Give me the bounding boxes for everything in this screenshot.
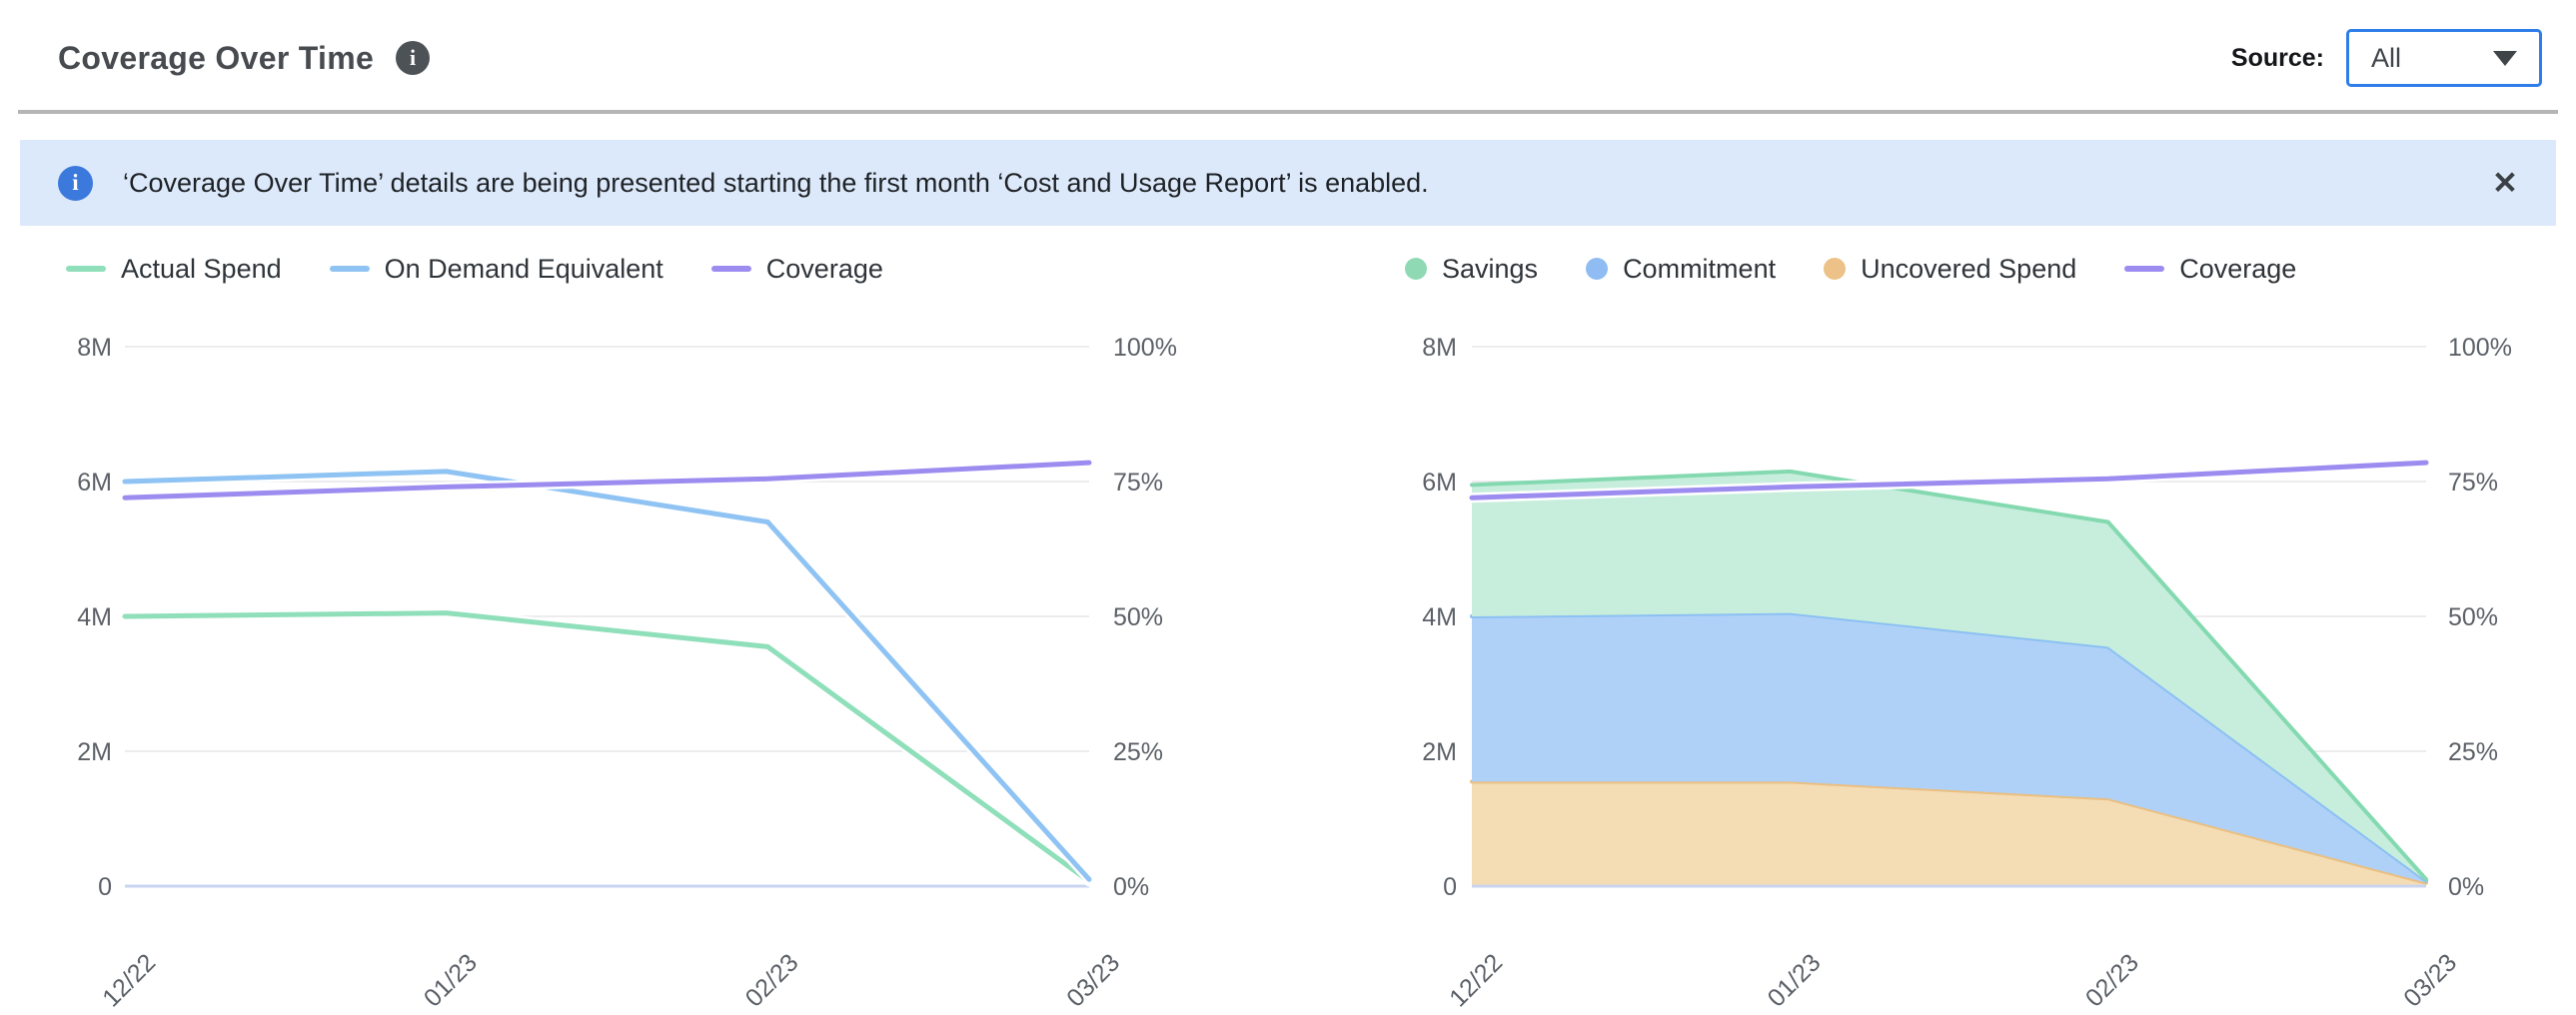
line-chart-legend: Actual Spend On Demand Equivalent Coverage (66, 246, 1369, 292)
y-axis-tick-label: 0 (98, 873, 112, 901)
x-axis-tick-label: 01/23 (419, 948, 483, 1007)
series-line-on-demand-equivalent (122, 469, 1092, 882)
area-top-edge (1470, 469, 2428, 882)
page-title: Coverage Over Time (58, 39, 375, 76)
x-axis-tick-label: 03/23 (1061, 948, 1125, 1007)
series-line-coverage (122, 460, 1092, 501)
legend-swatch-icon (1405, 258, 1427, 280)
banner-info-icon: i (58, 165, 93, 201)
legend-item-on-demand-equivalent[interactable]: On Demand Equivalent (329, 253, 663, 285)
pct-axis-tick-label: 25% (2448, 738, 2498, 766)
charts-row: Actual Spend On Demand Equivalent Coverage… (0, 246, 2576, 1007)
legend-label: Actual Spend (121, 253, 282, 284)
pct-axis-tick-label: 0% (1113, 873, 1149, 901)
line-chart-canvas[interactable]: 8M 100% 6M 75% 4M 50% 2M 25% 0 0% 12/22 01/23 02/23 0… (30, 292, 1369, 1007)
pct-axis-tick-label: 50% (1113, 603, 1163, 631)
legend-label: Savings (1442, 253, 1539, 284)
header-title-group: Coverage Over Time i (58, 39, 431, 77)
legend-item-coverage[interactable]: Coverage (710, 253, 883, 285)
x-axis-tick-label: 12/22 (97, 948, 161, 1007)
legend-swatch-icon (1824, 258, 1847, 280)
pct-axis-tick-label: 50% (2448, 603, 2498, 631)
area-band-savings (1472, 471, 2426, 881)
y-axis-tick-label: 8M (1422, 334, 1457, 362)
area-band-commitment (1472, 612, 2426, 883)
x-axis-tick-label: 02/23 (2080, 948, 2144, 1007)
pct-axis-tick-label: 100% (1113, 334, 1177, 362)
series-line-coverage (1469, 460, 2429, 501)
legend-item-uncovered-spend[interactable]: Uncovered Spend (1824, 254, 2076, 285)
legend-label: Coverage (2179, 253, 2297, 284)
legend-swatch-icon (66, 266, 106, 272)
header-divider (18, 110, 2558, 114)
legend-label: Uncovered Spend (1861, 253, 2077, 284)
area-chart-canvas[interactable]: 8M 100% 6M 75% 4M 50% 2M 25% 0 0% 12/22 01/23 02/23 0… (1399, 292, 2576, 1007)
x-axis-tick-label: 12/22 (1444, 948, 1508, 1007)
source-control-group: Source: All (2231, 29, 2546, 87)
source-label: Source: (2230, 43, 2324, 72)
y-axis-tick-label: 2M (77, 738, 112, 766)
legend-label: On Demand Equivalent (384, 253, 663, 284)
legend-label: Coverage (765, 253, 883, 284)
y-axis-tick-label: 6M (1422, 469, 1457, 497)
legend-item-coverage[interactable]: Coverage (2124, 254, 2296, 285)
line-chart-block: Actual Spend On Demand Equivalent Coverage… (30, 246, 1369, 1007)
pct-axis-tick-label: 75% (1113, 469, 1163, 497)
x-axis-tick-label: 03/23 (2398, 948, 2462, 1007)
area-chart-legend: Savings Commitment Uncovered Spend Coverage (1405, 246, 2576, 292)
chevron-down-icon (2493, 50, 2517, 66)
legend-item-commitment[interactable]: Commitment (1586, 254, 1776, 285)
pct-axis-tick-label: 25% (1113, 738, 1163, 766)
pct-axis-tick-label: 100% (2448, 334, 2512, 362)
pct-axis-tick-label: 75% (2448, 469, 2498, 497)
y-axis-tick-label: 4M (77, 603, 112, 631)
x-axis-tick-label: 01/23 (1763, 948, 1827, 1007)
legend-swatch-icon (710, 266, 751, 272)
y-axis-tick-label: 8M (77, 334, 112, 362)
line-halo (120, 607, 1094, 887)
legend-label: Commitment (1623, 253, 1777, 284)
title-info-icon[interactable]: i (396, 41, 431, 75)
y-axis-tick-label: 6M (77, 469, 112, 497)
banner-message: ‘Coverage Over Time’ details are being p… (123, 167, 1429, 198)
legend-swatch-icon (1586, 258, 1609, 280)
line-halo (120, 466, 1094, 885)
legend-item-savings[interactable]: Savings (1405, 254, 1538, 285)
pct-axis-tick-label: 0% (2448, 873, 2484, 901)
y-axis-tick-label: 0 (1443, 873, 1457, 901)
legend-swatch-icon (2124, 266, 2165, 272)
series-line-actual-spend (122, 610, 1092, 884)
source-dropdown-value: All (2371, 42, 2402, 73)
legend-swatch-icon (329, 266, 370, 272)
y-axis-tick-label: 2M (1422, 738, 1457, 766)
source-dropdown[interactable]: All (2346, 29, 2542, 87)
panel-header: Coverage Over Time i Source: All (0, 0, 2576, 110)
area-chart-block: Savings Commitment Uncovered Spend Coverage… (1399, 246, 2576, 1007)
y-axis-tick-label: 4M (1422, 603, 1457, 631)
info-banner: i ‘Coverage Over Time’ details are being… (20, 140, 2556, 226)
banner-close-icon[interactable]: ✕ (2492, 165, 2518, 201)
area-band-uncovered-spend (1472, 781, 2426, 886)
x-axis-tick-label: 02/23 (740, 948, 804, 1007)
legend-item-actual-spend[interactable]: Actual Spend (66, 254, 282, 285)
